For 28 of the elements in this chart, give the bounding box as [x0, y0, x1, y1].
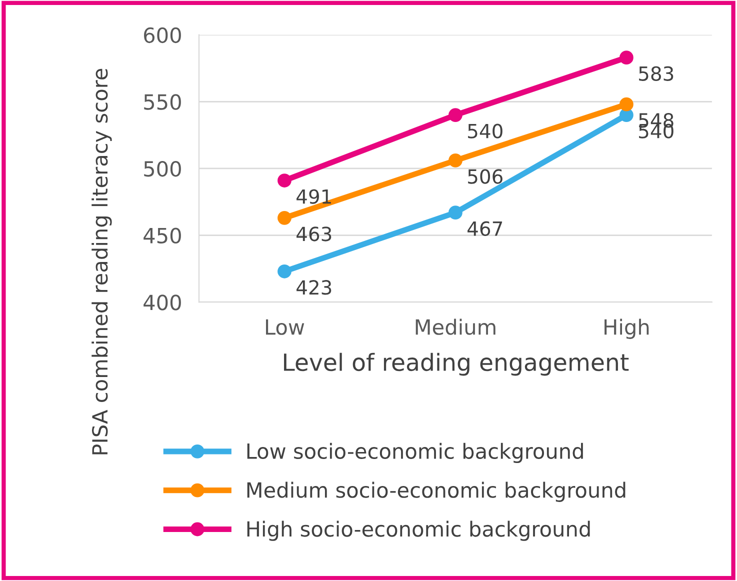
legend-label: Medium socio-economic background [247, 482, 626, 502]
x-tick-label: Medium [416, 318, 496, 335]
x-tick-label: Low [266, 319, 304, 335]
point [620, 97, 634, 112]
point [620, 50, 634, 65]
data-label: 583 [639, 66, 674, 81]
legend-label: Low socio-economic background [247, 442, 583, 464]
x-axis-title: Level of reading engagement [284, 352, 629, 376]
data-label: 463 [296, 226, 332, 242]
point [448, 154, 462, 168]
data-label: 540 [468, 124, 502, 138]
x-tick-label: High [604, 318, 649, 339]
y-tick-label: 500 [144, 160, 181, 177]
data-label: 423 [296, 280, 332, 295]
y-tick-label: 450 [144, 228, 181, 244]
data-label: 506 [468, 169, 502, 184]
point [448, 206, 462, 220]
point [278, 210, 292, 225]
y-tick-label: 400 [144, 294, 181, 310]
point [278, 174, 292, 188]
y-axis-title: PISA combined reading literacy score [92, 68, 112, 454]
data-label: 467 [468, 221, 502, 236]
y-tick-label: 600 [144, 27, 181, 44]
point [448, 108, 462, 122]
point [278, 264, 292, 278]
data-label: 491 [296, 189, 331, 204]
legend-label: High socio-economic background [247, 520, 590, 541]
y-tick-label: 550 [144, 94, 181, 110]
